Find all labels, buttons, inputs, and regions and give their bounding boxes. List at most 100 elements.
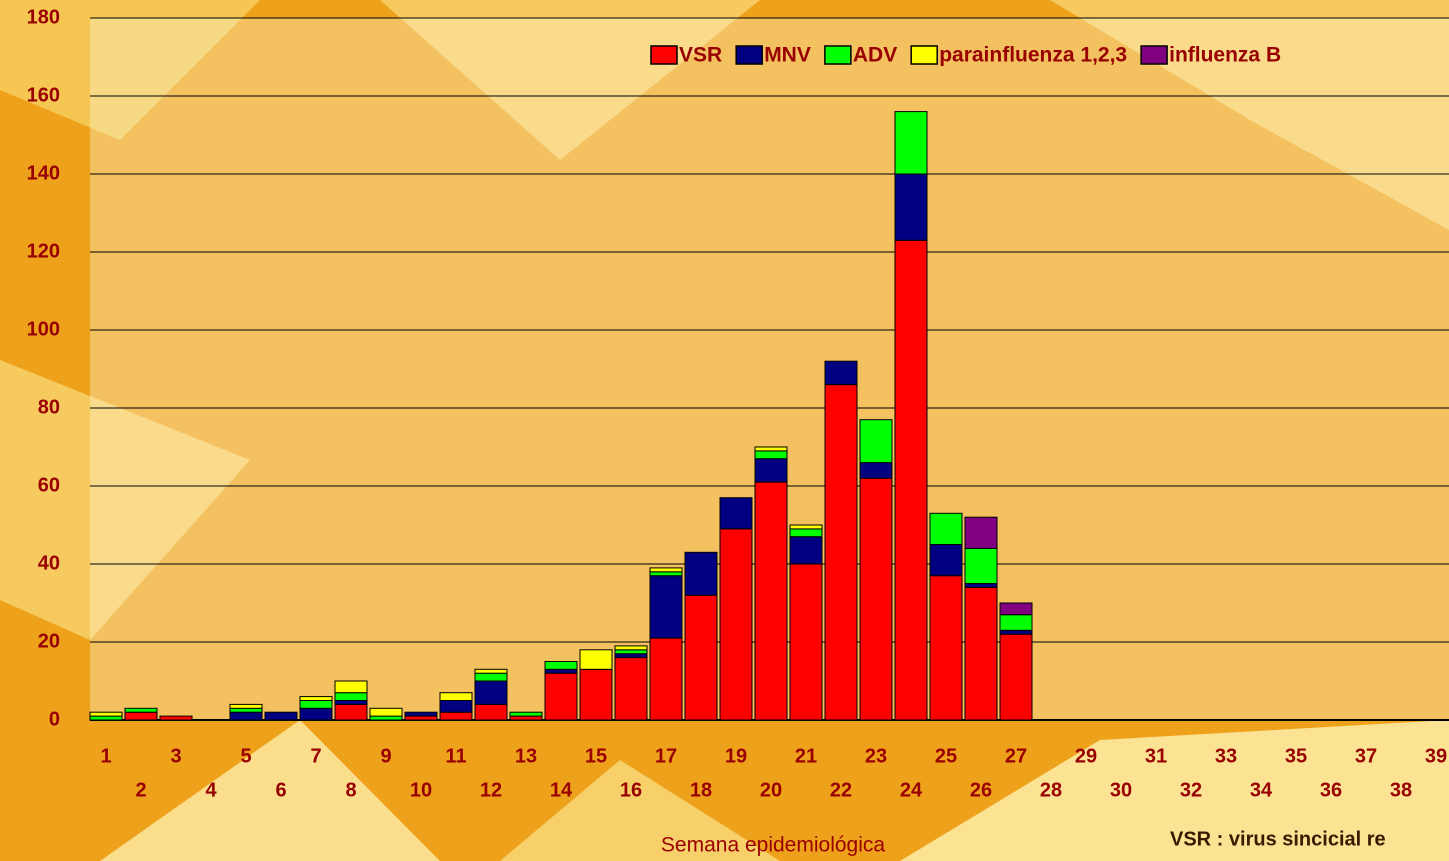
bar-segment [440,701,472,713]
bar-segment [895,112,927,174]
bar-segment [90,716,122,720]
bar-segment [825,385,857,720]
bar-segment [230,712,262,720]
bar-segment [545,673,577,720]
x-tick-label: 13 [515,745,537,767]
bar-segment [125,712,157,720]
x-axis-title: Semana epidemiológica [661,834,885,857]
bar-segment [370,708,402,716]
y-tick-label: 140 [27,162,60,184]
x-tick-label: 7 [310,745,321,767]
x-tick-label: 32 [1180,779,1202,801]
x-tick-label: 27 [1005,745,1027,767]
y-tick-label: 80 [38,396,60,418]
x-tick-label: 16 [620,779,642,801]
bar-segment [930,545,962,576]
bar-segment [335,701,367,705]
x-tick-label: 39 [1425,745,1447,767]
bar-segment [125,708,157,712]
x-tick-label: 14 [550,779,573,801]
x-tick-label: 11 [445,745,466,767]
bar-segment [440,693,472,701]
bar-segment [965,587,997,720]
bar-segment [825,361,857,384]
y-tick-label: 180 [27,6,60,28]
x-tick-label: 30 [1110,779,1132,801]
x-tick-label: 21 [795,745,817,767]
y-tick-label: 120 [27,240,60,262]
x-tick-label: 34 [1250,779,1273,801]
x-tick-label: 19 [725,745,747,767]
x-tick-label: 1 [100,745,111,767]
bar-segment [475,669,507,673]
bar-segment [790,537,822,564]
bar-segment [650,638,682,720]
bar-segment [545,662,577,670]
bar-segment [860,463,892,479]
bar-segment [580,650,612,670]
legend-swatch [736,46,762,64]
bar-segment [335,704,367,720]
y-tick-label: 40 [38,552,60,574]
x-tick-label: 15 [585,745,607,767]
annotation: VSR : virus sincicial re [1170,828,1386,850]
x-tick-label: 18 [690,779,712,801]
x-tick-label: 26 [970,779,992,801]
bar-segment [965,584,997,588]
bar-segment [1000,615,1032,631]
bar-segment [230,708,262,712]
x-tick-label: 25 [935,745,957,767]
x-tick-label: 28 [1040,779,1062,801]
bar-segment [930,513,962,544]
y-tick-label: 20 [38,630,60,652]
bar-segment [335,681,367,693]
bar-segment [265,712,297,720]
bar-segment [650,568,682,572]
bar-segment [1000,630,1032,634]
page: {"chart_data": {"type": "stacked_bar", "… [0,0,1449,861]
bar-segment [860,420,892,463]
x-tick-label: 9 [380,745,391,767]
legend-label: VSR [679,44,722,67]
bar-segment [510,712,542,716]
bar-segment [475,673,507,681]
legend-swatch [911,46,937,64]
bar-segment [720,498,752,529]
bar-segment [615,650,647,654]
bar-segment [545,669,577,673]
x-tick-label: 17 [655,745,677,767]
bar-segment [335,693,367,701]
x-tick-label: 2 [135,779,146,801]
legend-label: MNV [764,44,811,67]
bar-segment [475,704,507,720]
bar-segment [685,595,717,720]
x-tick-label: 37 [1355,745,1377,767]
bar-segment [90,712,122,716]
bar-segment [930,576,962,720]
bar-segment [755,447,787,451]
bar-segment [440,712,472,720]
bar-segment [720,529,752,720]
x-tick-label: 5 [240,745,251,767]
bar-segment [755,482,787,720]
bar-segment [755,459,787,482]
bar-segment [580,669,612,720]
x-tick-label: 29 [1075,745,1097,767]
x-tick-label: 36 [1320,779,1342,801]
bar-segment [475,681,507,704]
bar-segment [650,576,682,638]
x-tick-label: 23 [865,745,887,767]
legend-swatch [1141,46,1167,64]
y-tick-label: 100 [27,318,60,340]
y-tick-label: 0 [49,708,60,730]
bar-segment [685,552,717,595]
x-tick-label: 24 [900,779,923,801]
bar-segment [230,704,262,708]
bar-segment [1000,634,1032,720]
bar-segment [790,564,822,720]
x-tick-label: 3 [170,745,181,767]
legend-label: influenza B [1169,44,1281,67]
x-tick-label: 4 [205,779,217,801]
bar-segment [965,548,997,583]
legend-swatch [651,46,677,64]
